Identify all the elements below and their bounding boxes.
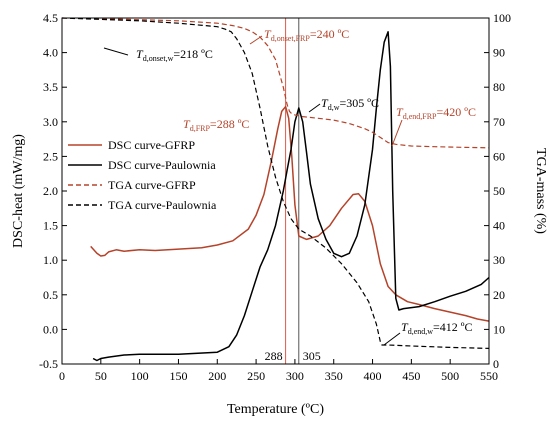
legend-label-3: TGA curve-Paulownia bbox=[108, 198, 217, 212]
annotation-3: Td,FRP=288 ºC bbox=[183, 117, 249, 133]
series-line-1 bbox=[92, 31, 490, 362]
y-left-tick-label: 2.5 bbox=[43, 149, 58, 163]
x-tick-label: 100 bbox=[131, 369, 149, 383]
vertical-line-label-305: 305 bbox=[303, 349, 321, 363]
annotation-0: Td,onset,w=218 ºC bbox=[136, 47, 213, 63]
y-right-tick-label: 50 bbox=[493, 184, 505, 198]
annotation-5: Td,end,w=412 ºC bbox=[401, 320, 473, 336]
y-right-tick-label: 70 bbox=[493, 115, 505, 129]
y-left-tick-label: 0.5 bbox=[43, 288, 58, 302]
annotation-2: Td,w=305 ºC bbox=[321, 96, 379, 112]
annotation-leader-2 bbox=[308, 103, 321, 113]
y-left-tick-label: 2.0 bbox=[43, 184, 58, 198]
y-left-tick-label: 1.0 bbox=[43, 253, 58, 267]
y-left-tick-label: 3.5 bbox=[43, 80, 58, 94]
x-tick-label: 0 bbox=[59, 369, 65, 383]
y-left-tick-label: 3.0 bbox=[43, 115, 58, 129]
y-left-tick-label: 0.0 bbox=[43, 322, 58, 336]
y-left-tick-label: -0.5 bbox=[39, 357, 58, 371]
vertical-line-label-288: 288 bbox=[265, 349, 283, 363]
y-right-tick-label: 60 bbox=[493, 149, 505, 163]
x-tick-label: 300 bbox=[286, 369, 304, 383]
x-tick-label: 500 bbox=[441, 369, 459, 383]
annotation-leader-1 bbox=[249, 35, 263, 45]
x-tick-label: 150 bbox=[169, 369, 187, 383]
legend-label-1: DSC curve-Paulownia bbox=[108, 158, 216, 172]
x-tick-label: 550 bbox=[480, 369, 498, 383]
x-tick-label: 450 bbox=[402, 369, 420, 383]
annotation-4: Td,end,FRP=420 ºC bbox=[396, 105, 476, 121]
legend-label-2: TGA curve-GFRP bbox=[108, 178, 196, 192]
y-left-tick-label: 4.5 bbox=[43, 11, 58, 25]
y-right-tick-label: 40 bbox=[493, 219, 505, 233]
y-right-tick-label: 20 bbox=[493, 288, 505, 302]
ticks-layer: 0 50 100 150 200 250 300 350 400 450 500 550-0.50.0… bbox=[39, 11, 511, 383]
annotations: Td,onset,w=218 ºC Td,onset,FRP=240 ºC Td,w… bbox=[103, 27, 476, 346]
x-tick-label: 400 bbox=[364, 369, 382, 383]
x-tick-label: 350 bbox=[325, 369, 343, 383]
y-right-tick-label: 0 bbox=[493, 357, 499, 371]
series-line-0 bbox=[90, 105, 490, 322]
legend: DSC curve-GFRP DSC curve-Paulownia TGA cur… bbox=[68, 138, 217, 212]
annotation-1: Td,onset,FRP=240 ºC bbox=[264, 27, 349, 43]
annotation-leader-4 bbox=[391, 119, 403, 147]
y-axis-right-title: TGA-mass (%) bbox=[533, 148, 548, 234]
y-right-tick-label: 80 bbox=[493, 80, 505, 94]
y-left-tick-label: 1.5 bbox=[43, 219, 58, 233]
x-axis-title: Temperature (ºC) bbox=[227, 402, 324, 417]
x-tick-label: 250 bbox=[247, 369, 265, 383]
x-tick-label: 50 bbox=[95, 369, 107, 383]
y-right-tick-label: 90 bbox=[493, 46, 505, 60]
x-tick-label: 200 bbox=[208, 369, 226, 383]
y-axis-left-title: DSC-heat (mW/mg) bbox=[11, 134, 26, 248]
y-left-tick-label: 4.0 bbox=[43, 46, 58, 60]
legend-label-0: DSC curve-GFRP bbox=[108, 138, 195, 152]
y-right-tick-label: 100 bbox=[493, 11, 511, 25]
y-right-tick-label: 10 bbox=[493, 322, 505, 336]
y-right-tick-label: 30 bbox=[493, 253, 505, 267]
annotation-leader-5 bbox=[383, 332, 401, 346]
plot-layer: 288 305 bbox=[61, 17, 490, 364]
annotation-leader-0 bbox=[103, 47, 129, 56]
